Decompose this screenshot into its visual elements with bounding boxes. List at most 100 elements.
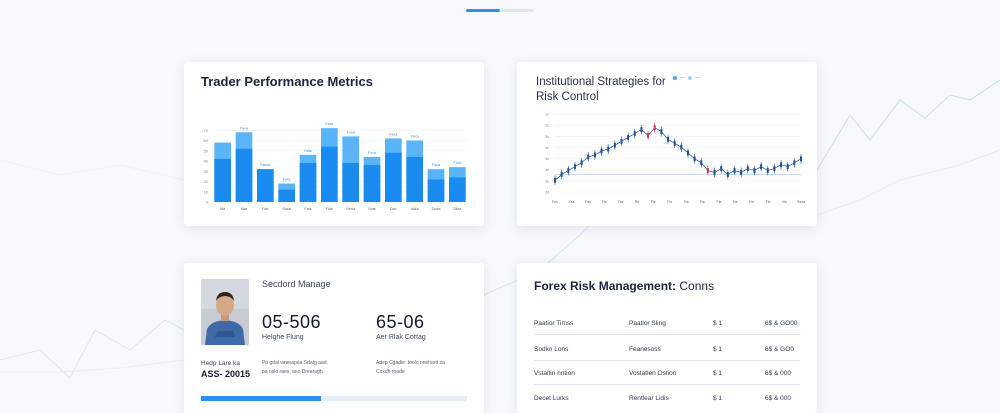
table-cell: $ 1	[713, 370, 723, 377]
table-cell: 6$ & GO0	[765, 346, 794, 353]
candle-body	[740, 170, 743, 175]
bar-series-1	[214, 158, 231, 202]
table-row[interactable]: Vstaltin nntion Vostatlen Ostion $ 1 6$ …	[534, 362, 800, 385]
candle-body	[633, 131, 636, 136]
candle-body	[786, 164, 789, 170]
institutional-line-chart: 2d 2e 4e 3e 4s 3s 2s 1x Fox Xas Fas Fle Fus Re Fle Fle S…	[545, 113, 805, 205]
pager-dot[interactable]	[500, 9, 534, 12]
candle-body	[567, 168, 570, 173]
candle-body	[706, 168, 709, 173]
stat-label-1: Helghe Flung	[262, 334, 304, 341]
x-tick-label: Dosa	[432, 207, 442, 211]
x-tick-label: Ma	[220, 207, 226, 211]
x-tick-label: Fals	[304, 207, 311, 211]
chart-legend: — —	[673, 75, 700, 81]
table-cell: Vostatlen Ostion	[629, 370, 677, 377]
x-tick-label: Flab	[326, 207, 333, 211]
table-cell: Rentlear Lidis	[629, 395, 669, 402]
table-cell: Decet Lurks	[534, 395, 569, 402]
legend-dot-icon	[688, 76, 692, 80]
candle-body	[773, 166, 776, 172]
table-row[interactable]: Paatior Timss Paatlor Sling $ 1 6$ & GO0…	[534, 312, 800, 335]
candle-body	[700, 160, 703, 166]
forex-card-title: Forex Risk Management: Conns	[534, 279, 714, 293]
side-label: Hedp Lare ka	[201, 360, 241, 367]
data-label: Faxa	[411, 135, 419, 139]
candle-body	[673, 140, 676, 146]
x-tick-label: Dav	[390, 207, 397, 211]
data-label: Faxa	[325, 122, 333, 126]
y-tick-label: 2s	[545, 124, 549, 128]
candle-body	[746, 166, 749, 172]
x-tick-label: Mar	[241, 207, 248, 211]
candle-body	[593, 152, 596, 158]
background-decoration	[0, 79, 1000, 379]
institutional-card: Institutional Strategies for Risk Contro…	[517, 62, 817, 226]
data-label: Foxa	[368, 151, 376, 155]
x-tick-label: Saxa	[797, 200, 805, 204]
data-label: Faca	[432, 163, 440, 167]
y-tick-label: 40	[204, 159, 209, 164]
stat-label-2: Aer Rlak Cortag	[376, 334, 426, 341]
y-tick-label: 2e	[545, 179, 549, 183]
candle-body	[620, 138, 623, 144]
table-cell: 6$ & GO00	[765, 320, 798, 327]
institutional-card-title: Institutional Strategies for Risk Contro…	[536, 76, 666, 103]
pager-dot-active[interactable]	[466, 9, 500, 12]
table-row[interactable]: Sodkn Lons Feanesoss $ 1 6$ & GO0	[534, 338, 800, 361]
side-value: ASS- 20015	[201, 369, 251, 379]
legend-dot-icon	[673, 76, 677, 80]
y-tick-label: 0	[206, 200, 209, 205]
x-tick-label: Fle	[749, 200, 754, 204]
data-label: Foce	[453, 161, 461, 165]
line-series	[554, 127, 802, 181]
bar-series-1	[363, 165, 381, 202]
candle-body	[760, 164, 763, 170]
y-tick-label: 60	[204, 138, 209, 143]
x-tick-label: Fus	[618, 200, 624, 204]
table-cell: Sodkn Lons	[534, 346, 569, 353]
stat-value-2: 65-06	[376, 312, 425, 332]
performance-card-title: Trader Performance Metrics	[201, 74, 373, 89]
description-2-line: Adep Cgadle: toolo nnehard sa	[376, 360, 445, 366]
candle-body	[660, 129, 663, 134]
candle-body	[613, 142, 616, 148]
candle-body	[627, 134, 630, 140]
x-tick-label: Xle	[782, 200, 787, 204]
progress-fill	[201, 396, 321, 401]
carousel-pager[interactable]	[466, 9, 534, 12]
x-tick-label: Fle	[766, 200, 771, 204]
description-1: Pp gdal wnerapoa Sdatg aad pa oslo raes,…	[262, 359, 327, 377]
bar-series-1	[278, 189, 295, 202]
bar-series-1	[257, 169, 274, 202]
x-tick-label: Fle	[602, 200, 607, 204]
y-tick-label: 10	[204, 189, 209, 194]
table-cell: $ 1	[713, 346, 723, 353]
candle-body	[780, 162, 783, 168]
table-row[interactable]: Decet Lurks Rentlear Lidis $ 1 6$ & 000	[534, 387, 800, 409]
x-tick-label: Fle	[667, 200, 672, 204]
candle-body	[560, 172, 563, 177]
description-1-line: Pp gdal wnerapoa Sdatg aad	[262, 360, 327, 366]
x-tick-label: Ne	[733, 200, 738, 204]
candle-body	[667, 136, 670, 142]
x-tick-label: Fle	[717, 200, 722, 204]
data-label: Faaca	[260, 163, 270, 167]
data-label: Foxe	[283, 178, 291, 182]
candle-body	[713, 170, 716, 175]
table-cell: Vstaltin nntion	[534, 370, 575, 377]
table-cell: Paatior Timss	[534, 320, 574, 327]
y-tick-label: 1x	[545, 113, 549, 117]
data-label: Rafa	[304, 149, 312, 153]
candle-body	[600, 148, 603, 154]
bar-series-1	[235, 148, 253, 202]
y-tick-label: 4e	[545, 168, 549, 172]
avatar[interactable]	[201, 279, 249, 345]
trader-card: Secdord Manage 05-506 Helghe Flung 65-06…	[184, 263, 484, 413]
x-tick-label: Fab	[262, 207, 269, 211]
candle-body	[753, 168, 756, 173]
bar-series-1	[449, 177, 466, 202]
x-tick-label: Sose	[282, 207, 291, 211]
x-tick-label: Sle	[684, 200, 689, 204]
candle-body	[733, 168, 736, 173]
